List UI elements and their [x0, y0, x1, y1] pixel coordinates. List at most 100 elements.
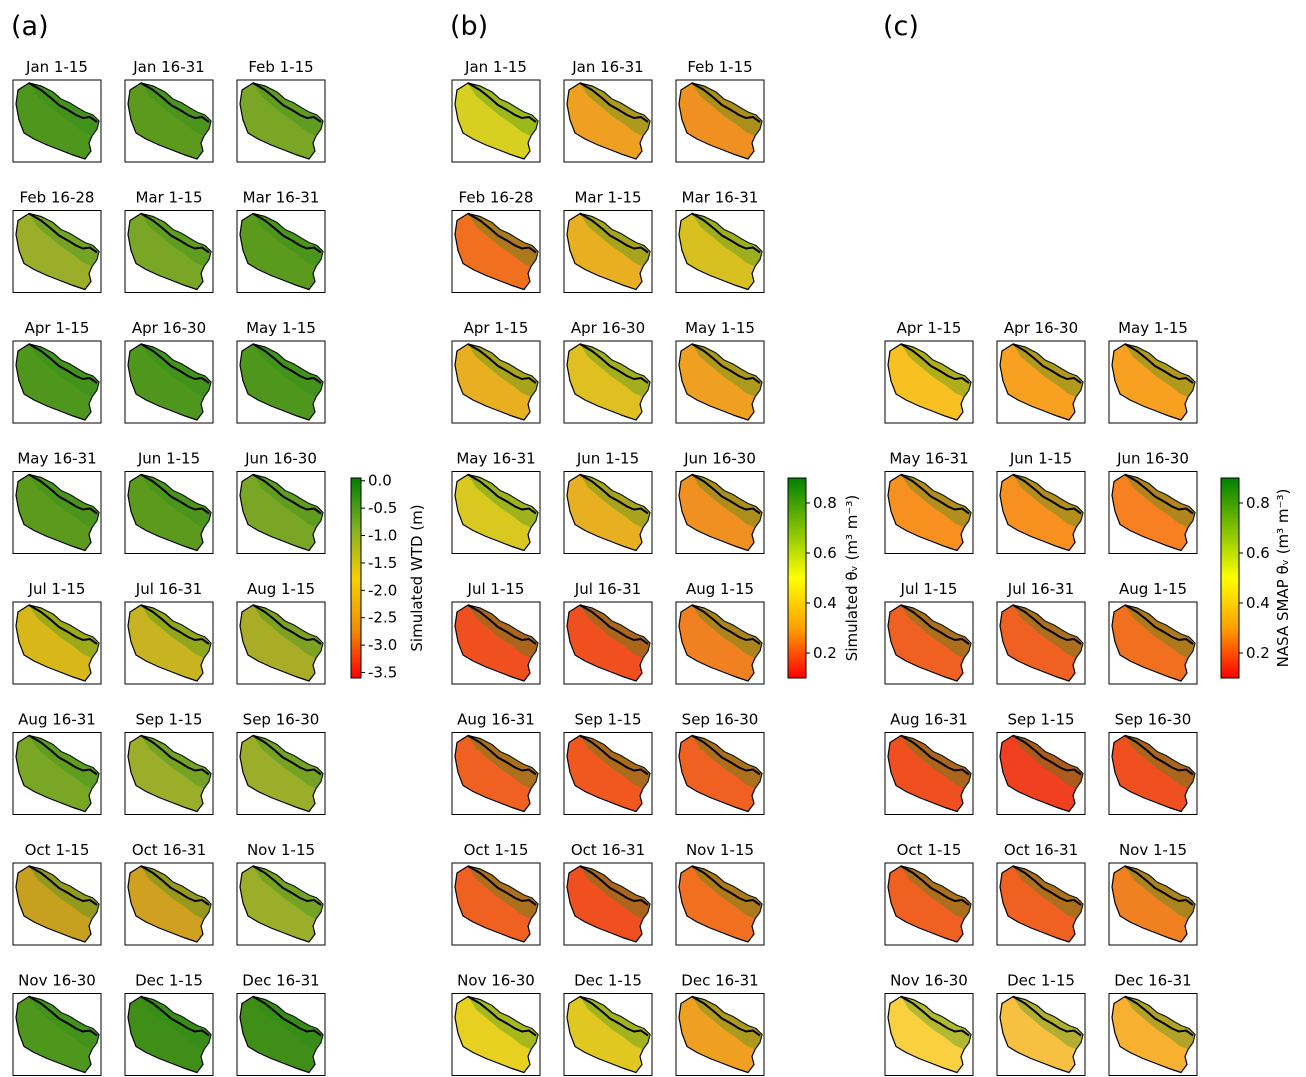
- map-title: Jul 16-31: [135, 580, 202, 598]
- figure: (a)Jan 1-15Jan 16-31Feb 1-15Feb 16-28Mar…: [0, 0, 1306, 1077]
- map: [452, 211, 540, 293]
- colorbar-label: Simulated θᵥ (m³ m⁻³): [843, 495, 861, 661]
- map-title: Feb 16-28: [459, 189, 534, 207]
- map-title: Mar 16-31: [243, 189, 320, 207]
- map: [237, 733, 325, 815]
- map: [13, 211, 101, 293]
- colorbar-tick-label: 0.0: [368, 472, 392, 490]
- map-title: Nov 16-30: [457, 972, 535, 990]
- map-title: Jun 16-30: [1116, 450, 1189, 468]
- map-title: Jun 16-30: [244, 450, 317, 468]
- map-title: Sep 16-30: [682, 711, 759, 729]
- map-title: Mar 1-15: [574, 189, 641, 207]
- map: [125, 863, 213, 945]
- map-title: Aug 1-15: [1119, 580, 1187, 598]
- map: [676, 863, 764, 945]
- map-title: Jul 16-31: [574, 580, 641, 598]
- panel-label: (a): [11, 11, 49, 42]
- map: [125, 80, 213, 162]
- map-title: Dec 16-31: [242, 972, 319, 990]
- map: [564, 472, 652, 554]
- map-title: Jul 1-15: [28, 580, 86, 598]
- map-title: Sep 16-30: [243, 711, 320, 729]
- map: [237, 602, 325, 684]
- map-title: Apr 16-30: [571, 319, 645, 337]
- map: [564, 80, 652, 162]
- map-title: Oct 16-31: [132, 841, 206, 859]
- map-title: Mar 16-31: [682, 189, 759, 207]
- map-title: May 1-15: [1118, 319, 1188, 337]
- map-title: Oct 1-15: [464, 841, 529, 859]
- map-title: Jul 1-15: [900, 580, 958, 598]
- map: [564, 733, 652, 815]
- map-title: Oct 1-15: [25, 841, 90, 859]
- map: [885, 602, 973, 684]
- map-title: Sep 1-15: [574, 711, 641, 729]
- map: [997, 602, 1085, 684]
- map: [125, 994, 213, 1076]
- colorbar-tick-label: 0.2: [813, 644, 837, 662]
- colorbar-tick-label: 0.2: [1246, 644, 1270, 662]
- map-title: Dec 1-15: [1007, 972, 1075, 990]
- map: [1109, 602, 1197, 684]
- map: [452, 80, 540, 162]
- map: [452, 733, 540, 815]
- map: [452, 994, 540, 1076]
- colorbar-tick-label: 0.6: [813, 544, 837, 562]
- map-title: Feb 1-15: [248, 58, 313, 76]
- map-title: Aug 16-31: [890, 711, 968, 729]
- map-title: Mar 1-15: [135, 189, 202, 207]
- colorbar-tick-label: -3.0: [368, 636, 397, 654]
- map: [564, 602, 652, 684]
- map-title: Sep 16-30: [1115, 711, 1192, 729]
- map: [885, 994, 973, 1076]
- colorbar-tick-label: 0.8: [1246, 494, 1270, 512]
- map-title: Apr 1-15: [897, 319, 962, 337]
- map: [13, 602, 101, 684]
- colorbar-tick-label: -1.0: [368, 527, 397, 545]
- map: [237, 472, 325, 554]
- map-title: Aug 16-31: [18, 711, 96, 729]
- map: [452, 472, 540, 554]
- map-title: Oct 1-15: [897, 841, 962, 859]
- map: [13, 341, 101, 423]
- map-title: Oct 16-31: [1004, 841, 1078, 859]
- colorbar-tick-label: 0.4: [1246, 594, 1270, 612]
- map-title: Nov 16-30: [890, 972, 968, 990]
- map-title: May 16-31: [889, 450, 968, 468]
- map: [237, 341, 325, 423]
- map: [676, 341, 764, 423]
- map-title: Jan 1-15: [25, 58, 88, 76]
- map-title: Dec 1-15: [574, 972, 642, 990]
- map: [885, 863, 973, 945]
- map-title: Oct 16-31: [571, 841, 645, 859]
- colorbar-tick-label: -2.0: [368, 581, 397, 599]
- map: [1109, 994, 1197, 1076]
- map-title: Aug 1-15: [686, 580, 754, 598]
- map-title: Feb 1-15: [687, 58, 752, 76]
- map: [564, 994, 652, 1076]
- map-title: Aug 1-15: [247, 580, 315, 598]
- map: [676, 472, 764, 554]
- map: [1109, 863, 1197, 945]
- map-title: Apr 1-15: [25, 319, 90, 337]
- map: [237, 211, 325, 293]
- map: [237, 863, 325, 945]
- map: [13, 472, 101, 554]
- colorbar-label: Simulated WTD (m): [408, 504, 426, 651]
- map-title: May 1-15: [685, 319, 755, 337]
- panel-label: (c): [883, 11, 919, 42]
- map: [885, 472, 973, 554]
- map: [452, 863, 540, 945]
- map: [1109, 472, 1197, 554]
- map-title: Jan 1-15: [464, 58, 527, 76]
- map-title: Jul 16-31: [1007, 580, 1074, 598]
- map-title: Dec 1-15: [135, 972, 203, 990]
- map: [676, 994, 764, 1076]
- map: [13, 863, 101, 945]
- map-title: May 16-31: [17, 450, 96, 468]
- map: [997, 733, 1085, 815]
- map-title: Sep 1-15: [1007, 711, 1074, 729]
- map: [13, 733, 101, 815]
- panel-label: (b): [450, 11, 488, 42]
